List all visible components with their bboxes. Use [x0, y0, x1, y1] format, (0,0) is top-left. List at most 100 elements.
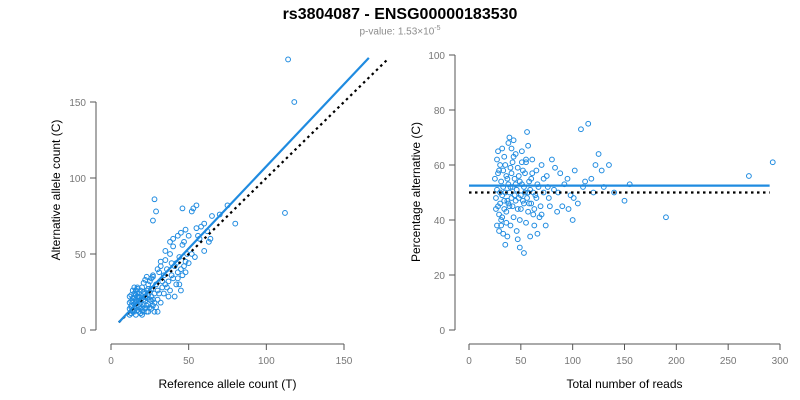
data-point: [504, 197, 511, 204]
data-point: [521, 250, 527, 256]
data-point: [537, 203, 544, 210]
data-point: [150, 272, 156, 279]
x-tick-label: 50: [183, 356, 195, 367]
data-point: [521, 200, 527, 207]
data-point: [570, 195, 577, 201]
data-point: [178, 266, 184, 273]
y-axis-label: Percentage alternative (C): [409, 122, 423, 262]
data-point: [606, 162, 612, 168]
data-point: [176, 281, 183, 288]
data-point: [503, 173, 510, 179]
data-point: [142, 305, 149, 312]
data-point: [527, 233, 534, 240]
data-point: [174, 232, 181, 239]
data-point: [162, 248, 169, 254]
scatter-panel-percentage: 0 50 100 150 200 250 300 0 20 40 60 80 100 Total numb…: [409, 51, 789, 391]
y-tick-label: 150: [69, 98, 86, 109]
data-point: [505, 140, 512, 146]
data-point: [501, 197, 508, 204]
data-point: [193, 225, 200, 232]
data-point: [153, 208, 159, 215]
data-point: [497, 162, 504, 168]
data-point: [148, 298, 155, 305]
data-point: [511, 175, 518, 182]
data-point: [542, 222, 549, 229]
y-tick-label: 40: [434, 216, 446, 227]
data-point: [588, 175, 595, 182]
data-point: [157, 299, 164, 306]
y-tick-label: 100: [69, 174, 86, 185]
data-point: [207, 235, 214, 242]
y-tick-label: 60: [434, 161, 446, 172]
data-point: [495, 148, 501, 155]
data-point: [621, 197, 628, 204]
data-point: [513, 228, 520, 234]
data-point: [497, 200, 504, 207]
data-point: [549, 156, 555, 163]
data-point: [139, 311, 145, 318]
data-point: [557, 170, 564, 177]
data-point: [134, 284, 141, 291]
data-point: [520, 197, 526, 204]
data-point: [154, 266, 161, 273]
data-point: [502, 189, 509, 196]
data-point: [494, 186, 500, 193]
data-point: [201, 248, 208, 254]
data-point: [498, 217, 505, 223]
data-point: [546, 203, 553, 210]
data-point: [179, 241, 186, 248]
data-point: [150, 217, 156, 224]
x-tick-label: 100: [258, 356, 275, 367]
data-point: [191, 254, 198, 260]
data-point: [514, 206, 521, 212]
y-tick-label: 0: [80, 326, 86, 337]
y-tick-label: 20: [434, 271, 446, 282]
subtitle-text: p-value: 1.53×10: [359, 26, 435, 38]
data-point: [494, 156, 500, 163]
data-point: [585, 120, 592, 127]
data-point: [131, 284, 138, 291]
data-point: [145, 308, 152, 315]
data-point: [498, 222, 505, 229]
data-point: [170, 235, 177, 242]
data-point: [508, 145, 515, 152]
data-point: [173, 281, 180, 288]
data-point: [232, 220, 239, 227]
data-point: [543, 173, 550, 179]
data-point: [523, 219, 529, 226]
y-tick-label: 80: [434, 106, 446, 117]
data-point: [131, 290, 138, 297]
data-point: [498, 178, 505, 185]
data-point: [514, 164, 521, 171]
data-point: [492, 175, 498, 182]
data-point: [495, 170, 501, 177]
data-point: [188, 208, 195, 215]
data-point: [522, 189, 528, 196]
data-point: [533, 167, 540, 174]
data-point: [179, 272, 186, 279]
data-point: [526, 178, 533, 185]
data-point: [182, 226, 189, 233]
data-point: [181, 263, 187, 270]
data-point: [151, 196, 158, 203]
chart-subtitle: p-value: 1.53×10-5: [0, 25, 800, 37]
data-point: [132, 287, 139, 294]
data-point: [179, 205, 186, 212]
data-point: [538, 162, 545, 168]
data-point: [174, 269, 181, 276]
data-point: [510, 137, 517, 144]
x-tick-label: 50: [515, 356, 527, 367]
data-point: [516, 217, 523, 223]
data-point: [746, 173, 752, 179]
data-point: [515, 173, 522, 179]
data-point: [205, 238, 212, 245]
data-point: [157, 258, 164, 265]
data-point: [514, 236, 521, 243]
data-point: [595, 151, 602, 157]
data-point: [167, 238, 173, 245]
data-point: [529, 170, 536, 177]
x-axis-label: Total number of reads: [566, 377, 682, 391]
data-point: [146, 278, 153, 285]
x-tick-label: 100: [564, 356, 581, 367]
